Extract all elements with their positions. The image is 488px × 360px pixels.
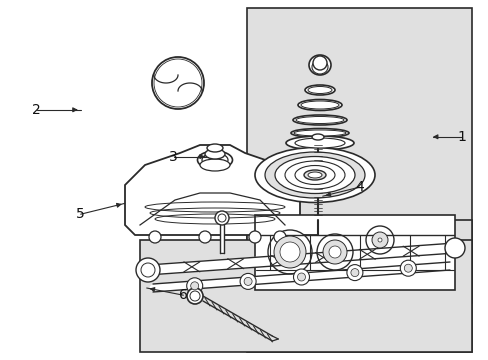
Circle shape: [365, 226, 393, 254]
Circle shape: [240, 273, 256, 289]
Circle shape: [273, 231, 285, 243]
Bar: [246, 220, 471, 352]
Circle shape: [190, 282, 198, 290]
Ellipse shape: [307, 172, 321, 178]
Text: 6: 6: [179, 288, 187, 302]
Circle shape: [267, 230, 311, 274]
Ellipse shape: [301, 101, 338, 109]
Circle shape: [190, 291, 200, 301]
Circle shape: [346, 265, 362, 280]
Circle shape: [186, 288, 203, 304]
Text: 3: 3: [169, 150, 178, 163]
Polygon shape: [125, 145, 299, 235]
Ellipse shape: [264, 152, 364, 198]
Ellipse shape: [295, 117, 343, 123]
Circle shape: [149, 231, 161, 243]
Circle shape: [152, 57, 203, 109]
Text: 1: 1: [457, 130, 466, 144]
Ellipse shape: [305, 85, 334, 95]
Ellipse shape: [304, 170, 325, 180]
Circle shape: [244, 278, 252, 285]
Ellipse shape: [200, 159, 229, 171]
Text: 4: 4: [354, 180, 363, 194]
Ellipse shape: [308, 55, 330, 75]
Circle shape: [316, 234, 352, 270]
Ellipse shape: [311, 60, 327, 74]
Circle shape: [293, 269, 309, 285]
Ellipse shape: [254, 148, 374, 202]
Circle shape: [215, 211, 228, 225]
Bar: [246, 8, 471, 303]
Ellipse shape: [206, 144, 223, 152]
Ellipse shape: [292, 115, 346, 125]
Circle shape: [199, 231, 210, 243]
Circle shape: [371, 232, 387, 248]
Circle shape: [248, 231, 261, 243]
Circle shape: [218, 214, 225, 222]
Circle shape: [444, 238, 464, 258]
Circle shape: [328, 246, 340, 258]
Circle shape: [404, 264, 411, 272]
Circle shape: [141, 263, 155, 277]
Ellipse shape: [307, 86, 331, 94]
Circle shape: [400, 260, 415, 276]
Ellipse shape: [294, 166, 334, 185]
Ellipse shape: [297, 99, 341, 111]
Circle shape: [312, 56, 326, 70]
Circle shape: [323, 240, 346, 264]
Ellipse shape: [274, 157, 354, 194]
Circle shape: [350, 269, 358, 276]
Text: 5: 5: [76, 207, 85, 221]
Ellipse shape: [293, 130, 346, 136]
Circle shape: [280, 242, 299, 262]
Bar: [140, 240, 471, 352]
Ellipse shape: [197, 151, 232, 169]
Circle shape: [136, 258, 160, 282]
Circle shape: [186, 278, 203, 294]
Ellipse shape: [202, 153, 227, 167]
Ellipse shape: [285, 136, 353, 150]
Bar: [254, 215, 454, 290]
Ellipse shape: [294, 138, 345, 148]
Circle shape: [377, 238, 381, 242]
Circle shape: [297, 273, 305, 281]
Ellipse shape: [204, 149, 224, 159]
Circle shape: [273, 236, 305, 268]
Ellipse shape: [290, 129, 348, 138]
Text: 2: 2: [32, 103, 41, 117]
Ellipse shape: [285, 161, 345, 189]
Ellipse shape: [311, 134, 324, 140]
